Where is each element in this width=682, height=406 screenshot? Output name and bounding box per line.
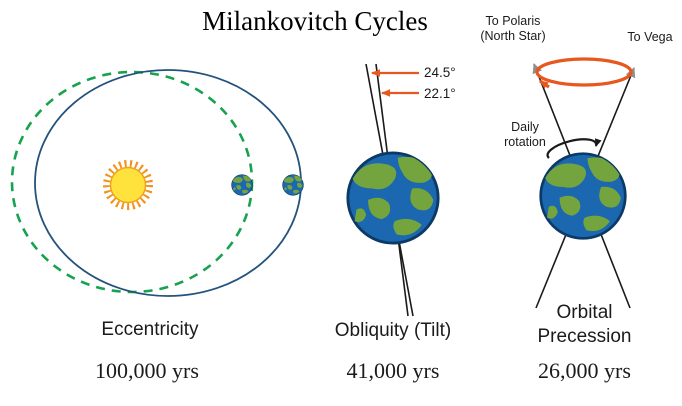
earth-small-outer-orbit	[283, 175, 304, 196]
precession-period: 26,000 yrs	[538, 358, 631, 383]
obliquity-panel	[348, 63, 438, 317]
daily-rotation-arrow	[546, 138, 602, 159]
earth-globe-precession	[541, 154, 626, 239]
eccentricity-label: Eccentricity	[101, 319, 199, 340]
earth-small-inner-orbit	[232, 175, 253, 196]
earth-globe-obliquity	[348, 153, 438, 243]
diagram-title: Milankovitch Cycles	[202, 6, 428, 36]
eccentricity-period: 100,000 yrs	[95, 358, 199, 383]
angle-label-24: 24.5°	[424, 65, 456, 80]
obliquity-label: Obliquity (Tilt)	[334, 320, 452, 341]
sun-icon	[103, 160, 153, 210]
obliquity-period: 41,000 yrs	[346, 358, 440, 383]
to-vega-label: To Vega	[627, 30, 673, 44]
orbit-solid-ellipse	[34, 69, 302, 297]
to-polaris-label: To Polaris (North Star)	[480, 14, 546, 43]
precession-panel	[532, 57, 636, 309]
eccentricity-panel	[10, 69, 304, 297]
precession-loop-arrow	[535, 57, 633, 89]
angle-label-22: 22.1°	[424, 86, 456, 101]
daily-rotation-label: Daily rotation	[504, 120, 546, 149]
precession-label: Orbital Precession	[537, 302, 632, 347]
